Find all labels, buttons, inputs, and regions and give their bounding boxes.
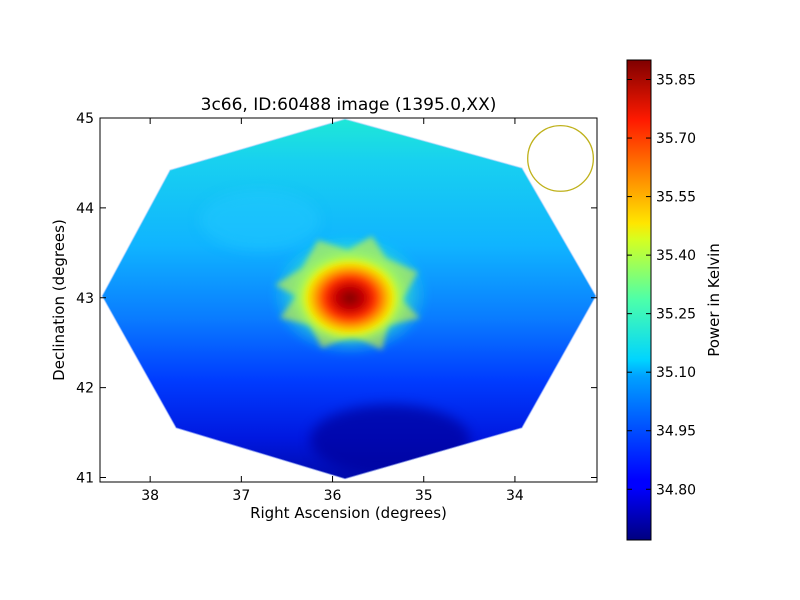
plot-border: [99, 117, 598, 483]
colorbar-tick-label: 35.70: [656, 131, 696, 147]
y-tick-label: 44: [76, 201, 94, 217]
y-tick-label: 43: [76, 291, 94, 307]
x-axis-ticks: 38 37 36 35 34: [141, 118, 524, 504]
colorbar-tick-label: 34.80: [656, 482, 696, 498]
y-tick-label: 41: [76, 471, 94, 487]
colorbar-tick-label: 35.85: [656, 73, 696, 89]
colorbar-tick-label: 35.55: [656, 190, 696, 206]
x-tick-label: 36: [324, 488, 342, 504]
colorbar-tick-label: 35.40: [656, 248, 696, 264]
colorbar: [626, 59, 652, 541]
colorbar-ticks: 34.80 34.95 35.10 35.25 35.40 35.55 35.70 35.85: [627, 73, 696, 498]
map-lightspot: [200, 190, 320, 250]
x-tick-label: 38: [141, 488, 159, 504]
x-tick-label: 35: [415, 488, 433, 504]
x-tick-label: 37: [232, 488, 250, 504]
colorbar-tick-label: 34.95: [656, 424, 696, 440]
y-tick-label: 42: [76, 381, 94, 397]
chart-title: 3c66, ID:60488 image (1395.0,XX): [201, 95, 497, 115]
colorbar-label: Power in Kelvin: [705, 243, 723, 357]
y-axis-ticks: 41 42 43 44 45: [76, 111, 597, 487]
y-axis-label: Declination (degrees): [50, 219, 68, 381]
colorbar-tick-label: 35.10: [656, 365, 696, 381]
beam-circle: [527, 124, 595, 192]
sky-map: [102, 119, 596, 479]
x-tick-label: 34: [506, 488, 524, 504]
map-core: [295, 253, 405, 343]
colorbar-tick-label: 35.25: [656, 307, 696, 323]
map-outline: [101, 118, 597, 480]
y-tick-label: 45: [76, 111, 94, 127]
x-axis-label: Right Ascension (degrees): [250, 504, 447, 522]
